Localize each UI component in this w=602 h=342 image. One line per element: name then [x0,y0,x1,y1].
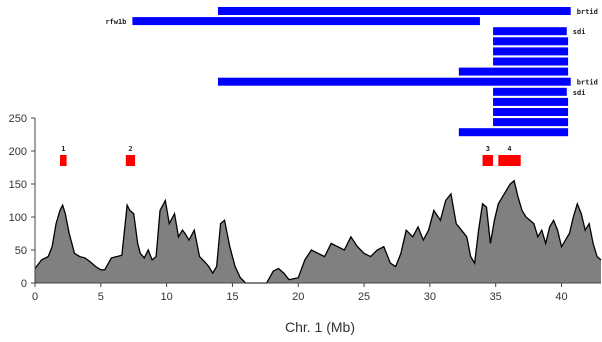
region-marker [60,155,67,166]
x-tick-label: 30 [424,291,436,303]
bar-label: sdi [573,89,586,97]
bar-label: rfw1b [105,18,126,26]
region-marker [482,155,494,166]
y-tick-label: 100 [9,212,27,224]
blue-bar [493,37,569,46]
region-marker [125,155,136,166]
blue-bars: brtid rfw1b sdi brtid sdi [105,7,598,137]
area-fill [35,180,601,283]
blue-bar [493,97,569,106]
blue-bar [493,87,567,96]
region-label: 4 [507,145,511,153]
x-tick-label: 15 [226,291,238,303]
region-marker [498,155,521,166]
x-tick-label: 35 [490,291,502,303]
blue-bar [217,77,571,86]
x-tick-label: 5 [98,291,104,303]
area-line [34,179,602,284]
x-tick-label: 40 [555,291,567,303]
x-tick-label: 25 [358,291,370,303]
bar-label: brtid [577,8,598,16]
region-label: 1 [61,145,65,153]
x-tick-label: 10 [161,291,173,303]
bar-label: brtid [577,79,598,87]
blue-bar [217,7,571,15]
blue-bar [493,118,569,127]
x-tick-label: 20 [292,291,304,303]
blue-bar [458,67,569,76]
y-tick-label: 50 [15,245,27,257]
y-tick-label: 250 [9,113,27,125]
region-label: 3 [486,145,490,153]
y-tick-label: 0 [21,278,27,290]
x-axis-label: Chr. 1 (Mb) [285,319,355,335]
x-tick-label: 0 [32,291,38,303]
blue-bar [493,47,569,56]
area-series [34,179,602,284]
y-tick-label: 200 [9,146,27,158]
y-tick-label: 150 [9,179,27,191]
region-label: 2 [128,145,132,153]
blue-bar [493,108,569,116]
bar-label: sdi [573,28,586,36]
blue-bar [493,27,567,36]
blue-bar [493,57,569,66]
blue-bar [132,17,480,26]
red-regions: 1 2 3 4 [60,145,521,166]
blue-bar [458,128,569,137]
axes: 0 50 100 150 200 250 0 5 10 15 20 25 30 35 40 [9,113,601,303]
